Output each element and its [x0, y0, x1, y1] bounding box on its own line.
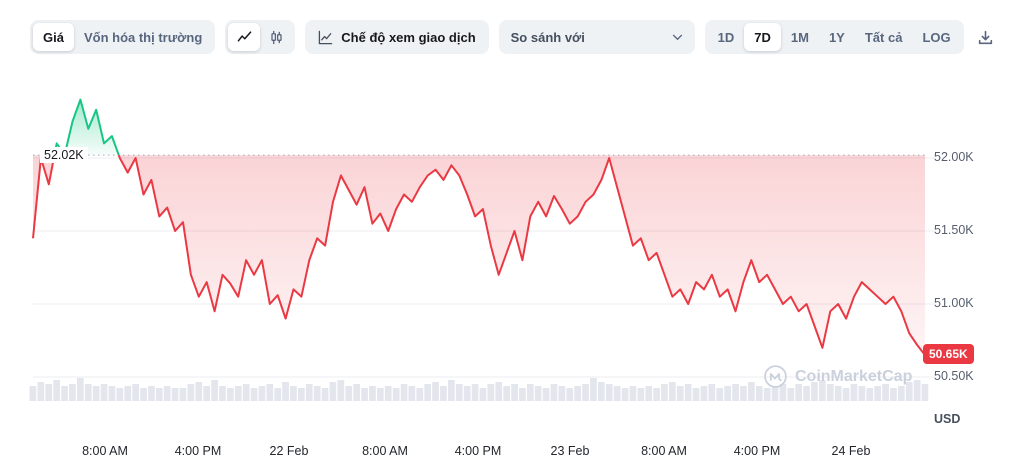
x-axis-label: 4:00 PM	[733, 444, 781, 458]
range-1y[interactable]: 1Y	[819, 23, 855, 51]
log-scale-toggle[interactable]: LOG	[912, 23, 960, 51]
chart-axes-icon	[318, 30, 333, 45]
x-axis-label: 4:00 PM	[174, 444, 222, 458]
line-chart-icon	[237, 30, 252, 45]
y-axis-unit: USD	[934, 412, 961, 426]
price-line-down	[32, 155, 926, 356]
line-chart-type-button[interactable]	[228, 23, 261, 51]
chevron-down-icon	[672, 34, 683, 41]
metric-toggle: Giá Vốn hóa thị trường	[30, 20, 216, 54]
y-axis-label: 51.00K	[934, 296, 974, 310]
range-all[interactable]: Tất cả	[855, 23, 913, 51]
x-axis-label: 22 Feb	[269, 444, 309, 458]
volume-bars	[29, 378, 929, 401]
current-price-badge: 50.65K	[923, 344, 974, 364]
x-axis-label: 8:00 AM	[82, 444, 128, 458]
y-axis-label: 51.50K	[934, 223, 974, 237]
candlestick-chart-type-button[interactable]	[260, 23, 292, 51]
baseline-price-label: 52.02K	[40, 147, 88, 163]
candlestick-icon	[269, 30, 284, 45]
coinmarketcap-watermark: CoinMarketCap	[763, 364, 912, 389]
range-toggle: 1D 7D 1M 1Y Tất cả LOG	[704, 20, 964, 54]
range-7d[interactable]: 7D	[744, 23, 781, 51]
y-axis-label: 52.00K	[934, 150, 974, 164]
compare-select-value: So sánh với	[510, 29, 585, 45]
coinmarketcap-logo-icon	[763, 364, 788, 389]
y-axis-label: 50.50K	[934, 369, 974, 383]
x-axis-label: 4:00 PM	[454, 444, 502, 458]
range-1d[interactable]: 1D	[708, 23, 745, 51]
marketcap-tab[interactable]: Vốn hóa thị trường	[74, 23, 212, 51]
chart-type-toggle	[225, 20, 296, 54]
price-tab[interactable]: Giá	[33, 23, 74, 51]
x-axis-label: 8:00 AM	[362, 444, 408, 458]
chart-toolbar: Giá Vốn hóa thị trường	[30, 20, 992, 54]
trading-view-label: Chế độ xem giao dịch	[341, 29, 476, 45]
compare-select[interactable]: So sánh với	[498, 20, 695, 54]
trading-view-button[interactable]: Chế độ xem giao dịch	[305, 20, 489, 54]
download-button[interactable]	[974, 26, 997, 49]
range-1m[interactable]: 1M	[781, 23, 819, 51]
watermark-text: CoinMarketCap	[795, 367, 913, 385]
x-axis-label: 23 Feb	[550, 444, 590, 458]
x-axis-label: 24 Feb	[831, 444, 871, 458]
price-area-down	[33, 155, 925, 356]
download-icon	[977, 29, 994, 46]
x-axis-label: 8:00 AM	[641, 444, 687, 458]
